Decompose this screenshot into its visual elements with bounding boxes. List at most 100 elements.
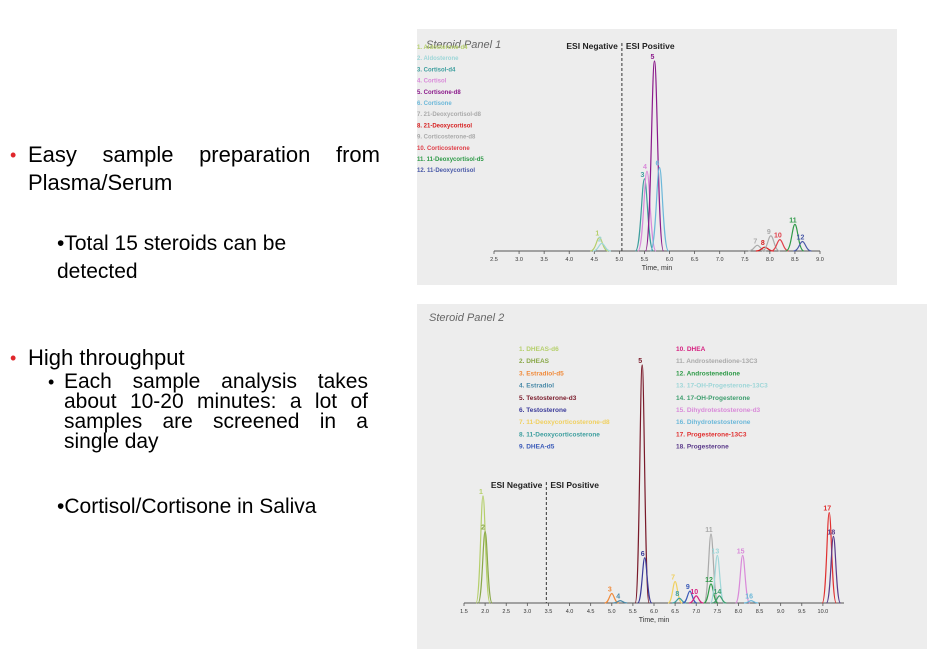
x-tick-label: 2.0: [481, 609, 489, 615]
legend-entry: 11. Androstenedione-13C3: [676, 358, 758, 365]
peak-trace: [755, 246, 774, 252]
legend-entry: 14. 17-OH-Progesterone: [676, 395, 750, 402]
peak-label: 17: [823, 506, 831, 513]
legend-entry: 13. 17-OH-Progesterone-13C3: [676, 383, 768, 390]
peak-label: 6: [641, 551, 645, 558]
peak-label: 1: [479, 489, 483, 496]
legend-entry: 3. Cortisol-d4: [417, 67, 456, 73]
peak-trace: [689, 595, 704, 604]
legend-entry: 18. Progesterone: [676, 444, 729, 451]
peak-trace: [475, 495, 491, 604]
chart-svg-panel-1: Steroid Panel 1 2.5 3.0 3.5 4.0 4.5 5.0 5.5 6.0 6…: [417, 39, 824, 272]
peak-label: 4: [616, 594, 620, 601]
peak-trace: [709, 554, 725, 604]
peak-label: 2: [481, 525, 485, 532]
peak-label: 11: [789, 217, 797, 224]
steroid-panel-2-chart: Steroid Panel 2 1.5 2.0 2.5 3.0 3.5 4.0 4.5 5.0 5…: [417, 304, 927, 649]
x-tick-label: 6.5: [691, 257, 699, 263]
peak-label: 5: [651, 54, 655, 61]
x-tick-label: 7.0: [692, 609, 700, 615]
peak-label: 12: [705, 577, 713, 584]
legend-entry: 11. 11-Deoxycortisol-d5: [417, 157, 484, 163]
peak-label: 3: [641, 172, 645, 179]
x-tick-label: 3.5: [540, 257, 548, 263]
peak-trace: [637, 557, 653, 604]
peak-trace: [793, 240, 812, 252]
legend-entry: 2. Aldosterone: [417, 56, 459, 62]
peak-trace: [592, 242, 611, 252]
x-tick-label: 6.5: [671, 609, 679, 615]
peak-trace: [604, 592, 619, 604]
peak-label: 2: [598, 236, 602, 243]
x-tick-label: 10.0: [818, 609, 829, 615]
peak-label: 8: [675, 591, 679, 598]
legend-entry: 1. Aldosterone-d4: [417, 45, 468, 51]
chart-svg-panel-2: Steroid Panel 2 1.5 2.0 2.5 3.0 3.5 4.0 4.5 5.0 5…: [429, 312, 844, 624]
peak-label: 7: [753, 238, 757, 245]
legend-entry: 4. Estradiol: [519, 383, 554, 390]
bullet-dot-icon: •: [10, 145, 17, 165]
peak-trace: [649, 166, 670, 252]
legend-entry: 1. DHEAS-d6: [519, 346, 559, 353]
x-tick-label: 9.0: [816, 257, 824, 263]
bullet-dot-icon: •: [10, 348, 17, 368]
peak-trace: [634, 178, 655, 252]
x-tick-label: 4.0: [565, 257, 573, 263]
peak-label: 6: [656, 160, 660, 167]
x-tick-label: 2.5: [502, 609, 510, 615]
x-tick-label: 9.5: [798, 609, 806, 615]
legend-entry: 4. Cortisol: [417, 79, 447, 85]
peak-trace: [703, 533, 719, 604]
x-tick-label: 3.0: [515, 257, 523, 263]
peak-label: 16: [745, 594, 753, 601]
legend-entry: 8. 11-Deoxycorticosterone: [519, 431, 600, 438]
x-tick-label: 3.0: [524, 609, 532, 615]
peak-trace: [785, 223, 805, 252]
peak-label: 9: [686, 584, 690, 591]
x-tick-label: 8.5: [756, 609, 764, 615]
peak-trace: [744, 600, 759, 604]
steroid-panel-1-chart: Steroid Panel 1 2.5 3.0 3.5 4.0 4.5 5.0 5.5 6.0 6…: [417, 29, 897, 285]
x-axis-label: Time, min: [642, 265, 673, 272]
peak-trace: [712, 595, 727, 604]
x-tick-label: 8.0: [735, 609, 743, 615]
peak-label: 5: [638, 358, 642, 365]
legend-entry: 2. DHEAS: [519, 358, 550, 365]
x-tick-label: 7.5: [741, 257, 749, 263]
esi-positive-label: ESI Positive: [550, 480, 599, 490]
x-tick-label: 5.5: [629, 609, 637, 615]
legend-entry: 16. Dihydrotestosterone: [676, 419, 751, 426]
bullet-saliva: •Cortisol/Cortisone in Saliva: [57, 495, 317, 518]
legend-entry: 9. DHEA-d5: [519, 444, 555, 451]
peak-label: 10: [774, 233, 782, 240]
x-tick-label: 6.0: [666, 257, 674, 263]
x-tick-label: 8.0: [766, 257, 774, 263]
legend-entry: 5. Testosterone-d3: [519, 395, 577, 402]
peak-label: 3: [608, 586, 612, 593]
esi-positive-label: ESI Positive: [626, 41, 675, 51]
bullet-analysis-time: • Each sample analysis takes about 10-20…: [48, 370, 368, 453]
esi-negative-label: ESI Negative: [491, 480, 543, 490]
peak-trace: [637, 170, 657, 252]
esi-negative-label: ESI Negative: [566, 41, 618, 51]
x-tick-label: 9.0: [777, 609, 785, 615]
x-tick-label: 5.5: [641, 257, 649, 263]
bullet-dot-icon: •: [48, 372, 55, 392]
peak-trace: [703, 583, 719, 604]
x-tick-label: 8.5: [791, 257, 799, 263]
legend-entry: 10. Corticosterone: [417, 146, 470, 152]
x-tick-label: 6.0: [650, 609, 658, 615]
peak-label: 8: [761, 240, 765, 247]
legend-entry: 5. Cortisone-d8: [417, 90, 461, 96]
peak-trace: [644, 60, 665, 252]
peak-trace: [825, 535, 842, 604]
peak-label: 10: [690, 589, 698, 596]
x-tick-label: 2.5: [490, 257, 498, 263]
peak-trace: [735, 554, 751, 604]
x-tick-label: 4.0: [566, 609, 574, 615]
legend-entry: 12. 11-Deoxycortisol: [417, 168, 475, 174]
peak-trace: [770, 238, 790, 252]
x-tick-label: 1.5: [460, 609, 468, 615]
peak-trace: [748, 244, 767, 252]
peak-trace: [682, 590, 698, 604]
